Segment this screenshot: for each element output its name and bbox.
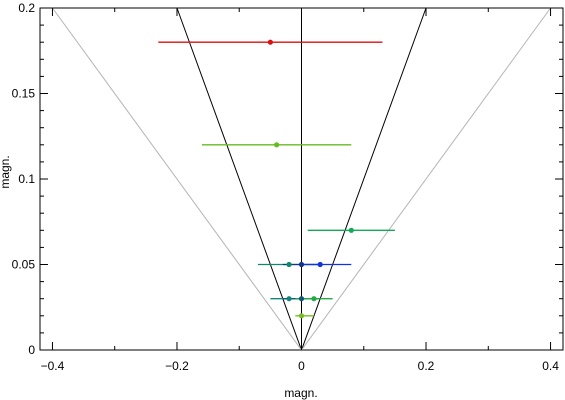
data-point xyxy=(267,39,273,45)
data-point xyxy=(286,296,292,302)
data-point xyxy=(311,296,317,302)
y-tick-label: 0 xyxy=(28,343,35,357)
x-tick-label: −0.4 xyxy=(41,359,65,373)
data-point xyxy=(273,142,280,148)
x-tick-label: −0.2 xyxy=(165,359,189,373)
data-point xyxy=(317,261,323,268)
x-tick-label: 0 xyxy=(298,359,305,373)
x-tick-label: 0.4 xyxy=(542,359,559,373)
x-axis-title: magn. xyxy=(284,386,317,400)
y-tick-label: 0.05 xyxy=(12,258,36,272)
x-tick-label: 0.2 xyxy=(418,359,435,373)
data-point xyxy=(298,313,305,319)
y-axis-title: magn. xyxy=(0,155,12,188)
x-tick-labels: −0.4 −0.2 0 0.2 0.4 xyxy=(41,359,560,373)
y-tick-label: 0.2 xyxy=(18,1,35,15)
data-point xyxy=(348,227,354,233)
data-point xyxy=(286,261,292,268)
axis-ticks xyxy=(40,7,563,351)
y-tick-labels: 0 0.05 0.1 0.15 0.2 xyxy=(12,1,36,357)
data-point xyxy=(298,261,305,268)
y-tick-label: 0.1 xyxy=(18,172,35,186)
y-tick-label: 0.15 xyxy=(12,87,36,101)
data-point xyxy=(298,296,305,302)
data-points xyxy=(158,39,395,319)
